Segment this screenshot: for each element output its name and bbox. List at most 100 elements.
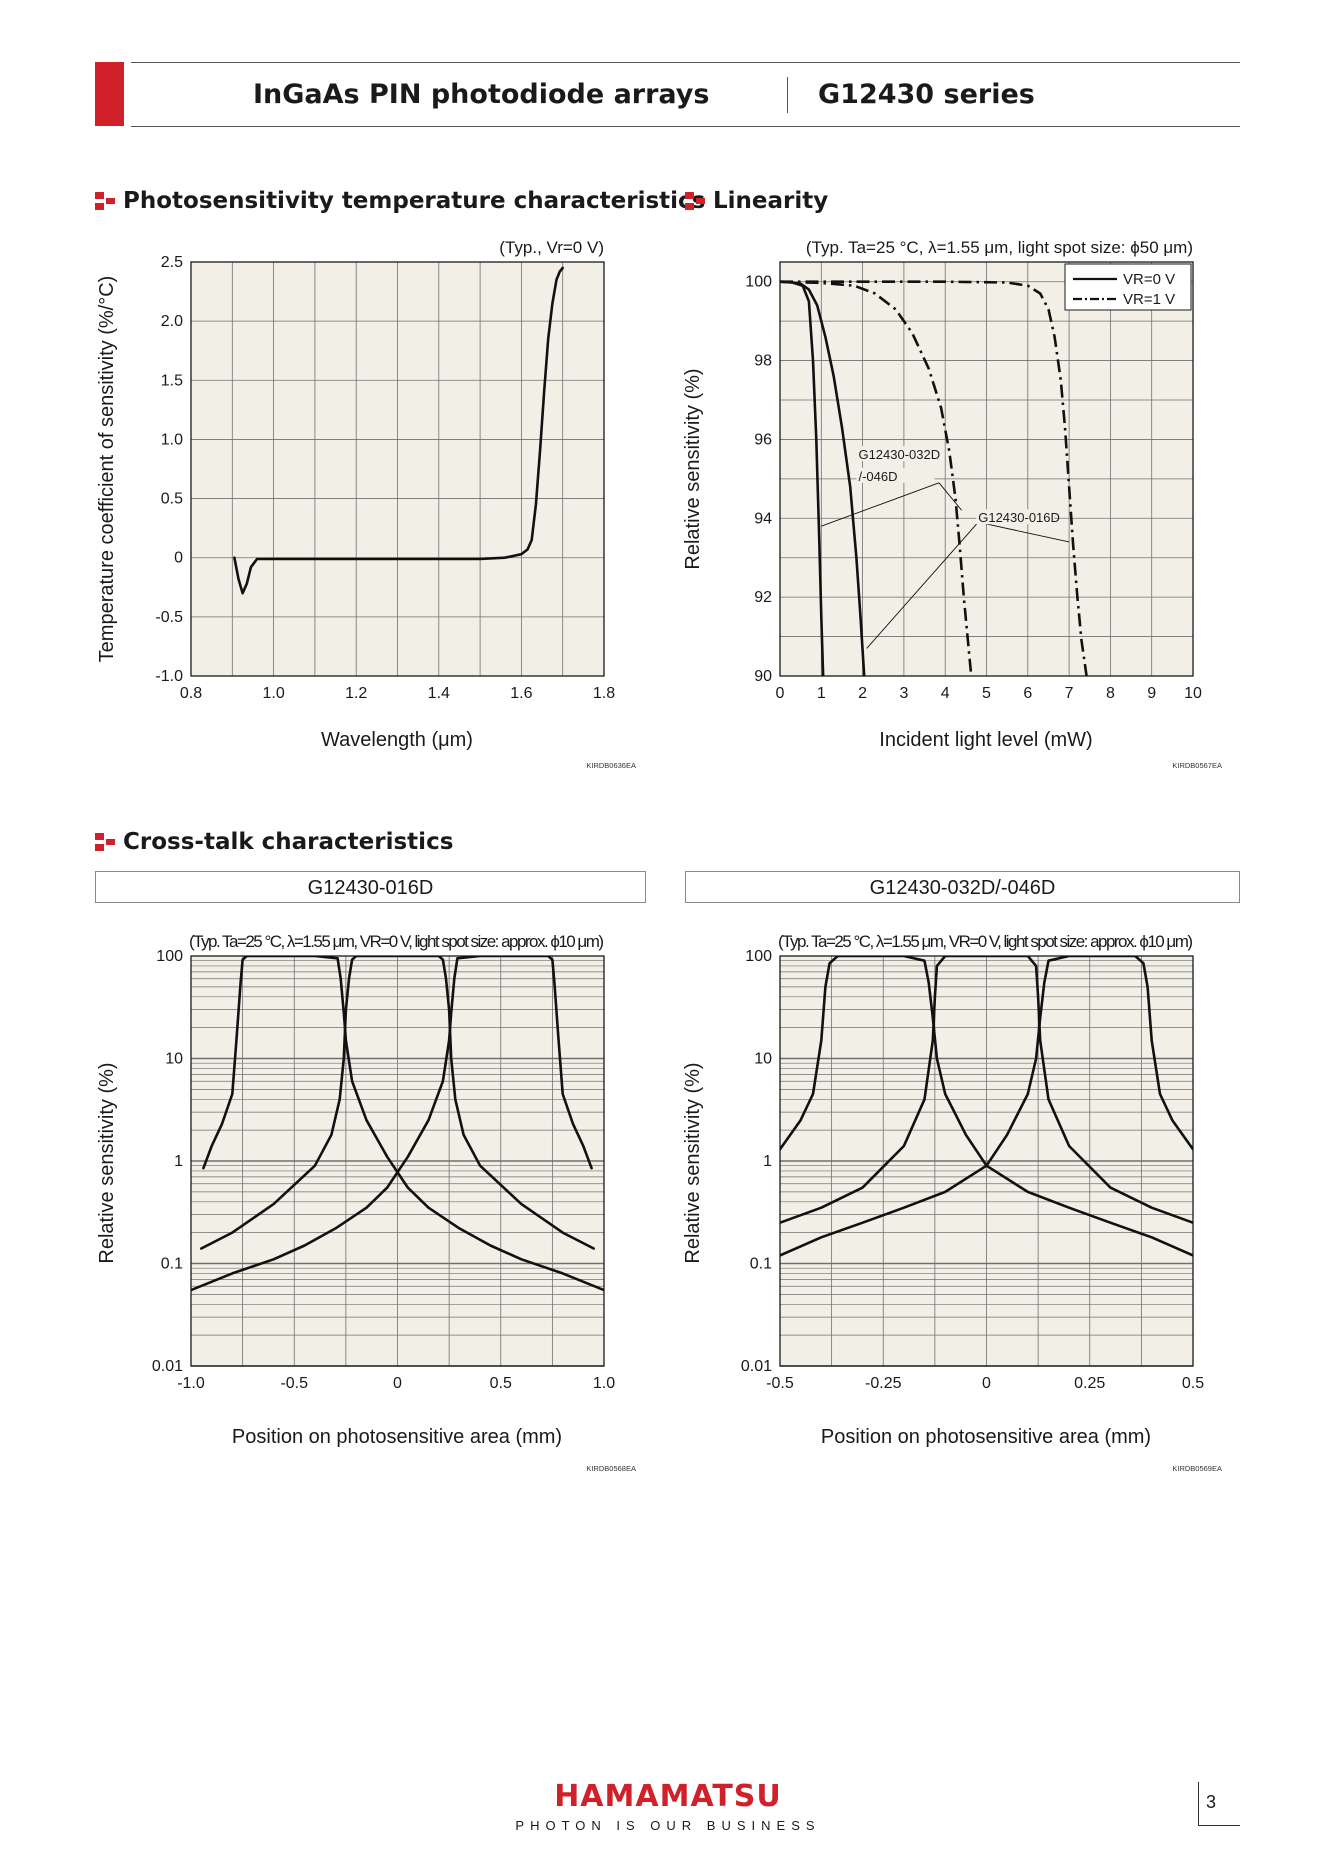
- section-title-linearity: Linearity: [685, 188, 828, 214]
- y-axis-title: Relative sensitivity (%): [682, 1062, 704, 1263]
- header-rule-bottom: [131, 126, 1240, 127]
- x-tick-label: 1.6: [510, 685, 532, 702]
- legend-box: [1064, 263, 1192, 311]
- page-number-frame: [1198, 1782, 1240, 1826]
- plot-frame: [779, 261, 1194, 677]
- x-tick-label: 10: [1184, 685, 1202, 702]
- y-tick-label: 1.5: [161, 372, 183, 389]
- y-tick-label: 1: [763, 1153, 772, 1170]
- x-tick-label: 9: [1147, 685, 1156, 702]
- chart-code: KIRDB0569EA: [1172, 1464, 1222, 1473]
- grid: [779, 956, 1194, 1367]
- series-line-4: [780, 280, 1088, 676]
- y-tick-label: 0.1: [161, 1256, 183, 1273]
- x-tick-label: 0: [776, 685, 785, 702]
- annotation-background: [976, 509, 1055, 525]
- legend-label: VR=0 V: [1123, 271, 1175, 288]
- x-tick-label: 8: [1106, 685, 1115, 702]
- x-tick-label: 1.8: [593, 685, 615, 702]
- series-line-3: [191, 956, 593, 1292]
- series-group: [780, 280, 1088, 676]
- series-group: [780, 956, 1193, 1257]
- x-tick-label: 1: [817, 685, 826, 702]
- crosstalk-subhead-016d: G12430-016D: [95, 871, 646, 903]
- section-title-temperature-text: Photosensitivity temperature characteris…: [123, 188, 706, 214]
- x-tick-label: 2: [858, 685, 867, 702]
- crosstalk-subhead-032d: G12430-032D/-046D: [685, 871, 1240, 903]
- y-tick-label: 0.5: [161, 491, 183, 508]
- brand-tagline: PHOTON IS OUR BUSINESS: [515, 1818, 821, 1833]
- annotation-label: /-046D: [858, 469, 897, 484]
- series-line-3: [780, 280, 973, 676]
- series-title: G12430 series: [818, 79, 1035, 110]
- y-tick-label: 100: [156, 948, 183, 965]
- y-tick-label: 0.01: [152, 1358, 183, 1375]
- y-axis-title: Relative sensitivity (%): [682, 368, 704, 569]
- x-tick-label: 0: [393, 1375, 402, 1392]
- series-line-2: [780, 956, 1193, 1224]
- header-accent-tab: [95, 62, 124, 126]
- y-tick-label: 2.0: [161, 313, 183, 330]
- y-tick-label: 0: [174, 550, 183, 567]
- chart-condition: (Typ., Vr=0 V): [499, 238, 604, 257]
- x-tick-label: 5: [982, 685, 991, 702]
- x-tick-label: 0.5: [1182, 1375, 1204, 1392]
- document-title: InGaAs PIN photodiode arrays: [253, 79, 710, 110]
- x-axis-title: Position on photosensitive area (mm): [232, 1426, 562, 1448]
- x-tick-label: 7: [1065, 685, 1074, 702]
- y-tick-label: 96: [754, 431, 772, 448]
- annotation-leader: [821, 482, 940, 527]
- series-line-3: [780, 956, 1193, 1257]
- series-line-1: [233, 266, 564, 595]
- y-tick-label: 100: [745, 948, 772, 965]
- y-tick-label: 1: [174, 1153, 183, 1170]
- x-tick-label: 6: [1023, 685, 1032, 702]
- x-tick-label: 0.8: [180, 685, 202, 702]
- x-tick-label: 0.25: [1074, 1375, 1105, 1392]
- y-axis-title: Relative sensitivity (%): [96, 1062, 118, 1263]
- annotation-background: [856, 446, 935, 462]
- chart-condition: (Typ. Ta=25 °C, λ=1.55 μm, light spot si…: [806, 238, 1193, 257]
- section-marker-icon: [685, 192, 705, 210]
- y-tick-label: 1.0: [161, 431, 183, 448]
- x-tick-label: 1.0: [262, 685, 284, 702]
- x-tick-label: 1.4: [428, 685, 450, 702]
- x-axis-title: Position on photosensitive area (mm): [821, 1426, 1151, 1448]
- annotation-label: G12430-032D: [858, 447, 940, 462]
- y-tick-label: 100: [745, 274, 772, 291]
- chart-code: KIRDB0568EA: [586, 1464, 636, 1473]
- y-tick-label: -0.5: [155, 609, 183, 626]
- x-axis-title: Incident light level (mW): [879, 729, 1092, 751]
- section-title-crosstalk: Cross-talk characteristics: [95, 829, 453, 855]
- x-tick-label: 1.2: [345, 685, 367, 702]
- section-title-linearity-text: Linearity: [713, 188, 829, 214]
- y-tick-label: 10: [165, 1051, 183, 1068]
- y-tick-label: 92: [754, 589, 772, 606]
- plot-frame: [190, 261, 605, 677]
- annotation-leader: [866, 521, 979, 649]
- series-group: [191, 956, 604, 1292]
- y-tick-label: -1.0: [155, 668, 183, 685]
- y-tick-label: 98: [754, 353, 772, 370]
- annotation-label: G12430-016D: [978, 510, 1060, 525]
- x-tick-label: -1.0: [177, 1375, 205, 1392]
- series-group: [233, 266, 564, 595]
- annotation-leader: [978, 521, 1070, 543]
- x-tick-label: 0: [982, 1375, 991, 1392]
- y-tick-label: 90: [754, 668, 772, 685]
- section-title-temperature: Photosensitivity temperature characteris…: [95, 188, 705, 214]
- chart-condition: (Typ. Ta=25 °C, λ=1.55 μm, VR=0 V, light…: [778, 932, 1193, 951]
- y-axis-title: Temperature coefficient of sensitivity (…: [96, 276, 118, 663]
- x-tick-label: 1.0: [593, 1375, 615, 1392]
- x-tick-label: -0.25: [865, 1375, 902, 1392]
- section-marker-icon: [95, 833, 115, 851]
- x-tick-label: -0.5: [280, 1375, 308, 1392]
- series-line-1: [202, 956, 604, 1292]
- legend-label: VR=1 V: [1123, 291, 1175, 308]
- y-tick-label: 2.5: [161, 254, 183, 271]
- chart-code: KIRDB0636EA: [586, 761, 636, 770]
